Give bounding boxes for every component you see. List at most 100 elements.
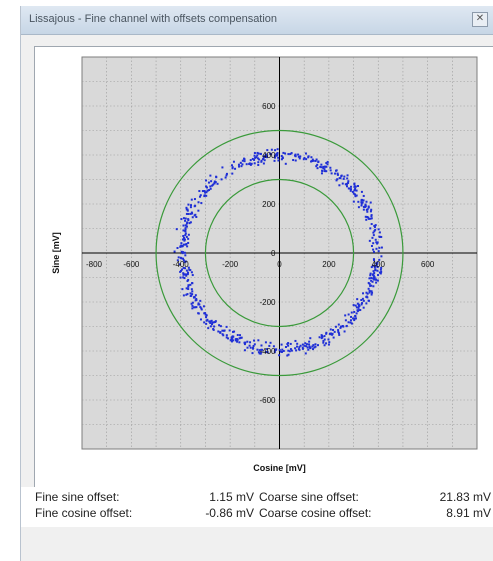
plot-frame: -600 -400 -200 0 200 400 600 -800 600 400 200 0 -200…: [34, 46, 493, 488]
data-point: [213, 182, 216, 185]
data-point: [367, 287, 370, 290]
data-point: [180, 269, 183, 272]
data-point: [185, 293, 188, 296]
data-point: [205, 314, 208, 317]
data-point: [258, 349, 261, 352]
data-point: [312, 344, 315, 347]
data-point: [184, 217, 187, 220]
data-point: [347, 181, 350, 184]
data-point: [262, 162, 265, 165]
data-point: [286, 354, 289, 357]
data-point: [314, 343, 317, 346]
data-point: [325, 170, 328, 173]
x-tick-label: 0: [277, 260, 282, 269]
data-point: [329, 169, 332, 172]
data-point: [299, 155, 302, 158]
data-point: [198, 190, 201, 193]
data-point: [302, 158, 305, 161]
data-point: [232, 330, 235, 333]
data-point: [221, 329, 224, 332]
data-point: [258, 352, 261, 355]
data-point: [286, 343, 289, 346]
data-point: [220, 178, 223, 181]
data-point: [273, 156, 276, 159]
data-point: [182, 276, 185, 279]
data-point: [250, 162, 253, 165]
data-point: [185, 287, 188, 290]
data-point: [256, 154, 259, 157]
data-point: [349, 321, 352, 324]
data-point: [317, 160, 320, 163]
data-point: [203, 312, 206, 315]
close-button[interactable]: ✕: [472, 12, 488, 27]
data-point: [243, 341, 246, 344]
data-point: [375, 263, 378, 266]
data-point: [200, 308, 203, 311]
data-point: [369, 217, 372, 220]
data-point: [358, 304, 361, 307]
data-point: [361, 297, 364, 300]
data-point: [181, 244, 184, 247]
y-tick-label: 0: [271, 249, 276, 258]
data-point: [355, 306, 358, 309]
data-point: [337, 332, 340, 335]
data-point: [362, 292, 365, 295]
data-point: [366, 210, 369, 213]
data-point: [216, 182, 219, 185]
data-point: [182, 217, 185, 220]
data-point: [371, 291, 374, 294]
data-point: [361, 201, 364, 204]
data-point: [353, 185, 356, 188]
data-point: [260, 351, 263, 354]
data-point: [371, 280, 374, 283]
data-point: [238, 341, 241, 344]
data-point: [184, 254, 187, 257]
data-point: [173, 250, 176, 253]
data-point: [329, 333, 332, 336]
data-point: [249, 159, 252, 162]
data-point: [314, 159, 317, 162]
x-tick-label: 200: [322, 260, 336, 269]
data-point: [187, 237, 190, 240]
fine-sine-offset-label: Fine sine offset:: [35, 490, 120, 504]
data-point: [342, 325, 345, 328]
data-point: [257, 152, 260, 155]
data-point: [346, 185, 349, 188]
data-point: [262, 156, 265, 159]
data-point: [232, 335, 235, 338]
data-point: [370, 217, 373, 220]
data-point: [310, 160, 313, 163]
data-point: [185, 235, 188, 238]
data-point: [331, 332, 334, 335]
data-point: [189, 221, 192, 224]
data-point: [369, 201, 372, 204]
data-point: [353, 310, 356, 313]
data-point: [185, 222, 188, 225]
data-point: [336, 172, 339, 175]
data-point: [338, 333, 341, 336]
data-point: [322, 341, 325, 344]
data-point: [323, 335, 326, 338]
data-point: [184, 232, 187, 235]
offset-readouts: Fine sine offset: 1.15 mV Coarse sine of…: [21, 487, 493, 527]
data-point: [360, 299, 363, 302]
data-point: [184, 228, 187, 231]
data-point: [182, 272, 185, 275]
data-point: [321, 170, 324, 173]
coarse-sine-offset-value: 21.83 mV: [439, 490, 491, 504]
data-point: [190, 204, 193, 207]
data-point: [212, 321, 215, 324]
data-point: [231, 167, 234, 170]
data-point: [289, 342, 292, 345]
data-point: [308, 346, 311, 349]
data-point: [187, 266, 190, 269]
title-bar[interactable]: Lissajous - Fine channel with offsets co…: [21, 6, 493, 35]
data-point: [378, 231, 381, 234]
data-point: [185, 243, 188, 246]
data-point: [268, 344, 271, 347]
data-point: [304, 152, 307, 155]
data-point: [191, 293, 194, 296]
data-point: [208, 320, 211, 323]
data-point: [369, 274, 372, 277]
data-point: [246, 346, 249, 349]
